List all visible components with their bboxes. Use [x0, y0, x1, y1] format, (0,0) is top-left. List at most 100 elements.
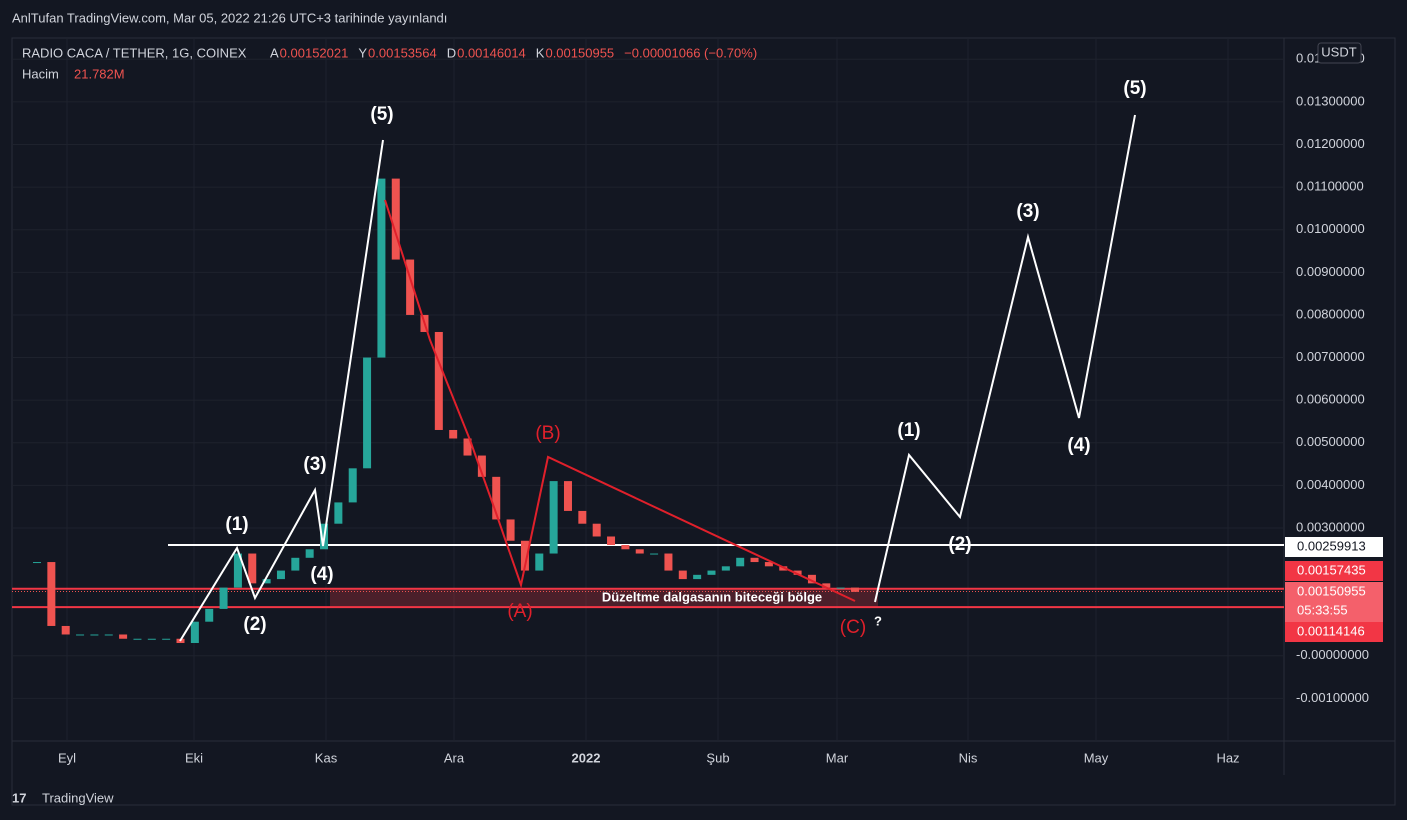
y-tick-label: 0.00400000 — [1296, 477, 1365, 492]
candle — [549, 481, 558, 554]
wave-label: (B) — [535, 423, 560, 444]
legend: RADIO CACA / TETHER, 1G, COINEX Hacim 21… — [22, 45, 757, 81]
logo: 17 — [12, 790, 26, 805]
change: −0.00001066 (−0.70%) — [624, 45, 757, 60]
candle — [520, 540, 529, 571]
correction-wave — [384, 199, 856, 602]
candle — [233, 553, 242, 588]
x-tick-label: May — [1084, 750, 1109, 765]
volume-label: Hacim — [22, 66, 59, 81]
wave-label: (C) — [840, 617, 866, 638]
y-tick-label: 0.00300000 — [1296, 519, 1365, 534]
wave-label: (2) — [948, 534, 971, 555]
price-tag — [1285, 622, 1383, 642]
candle — [621, 545, 630, 550]
impulse-wave-left — [179, 139, 384, 642]
price-tag — [1285, 582, 1383, 622]
question-mark: ? — [874, 613, 882, 628]
price-tag-label: 0.00259913 — [1297, 538, 1366, 553]
price-tag — [1285, 561, 1383, 581]
candle — [650, 553, 659, 555]
wave-label: (5) — [370, 104, 393, 125]
candle — [793, 570, 802, 575]
candle — [693, 574, 702, 580]
x-tick-label: Haz — [1216, 750, 1239, 765]
y-tick-label: 0.00800000 — [1296, 306, 1365, 321]
x-tick-label: Eyl — [58, 750, 76, 765]
candle — [463, 438, 472, 456]
y-tick-label: -0.00000000 — [1296, 647, 1369, 662]
candle — [678, 570, 687, 580]
candle — [377, 178, 386, 358]
wave-label: (3) — [1016, 201, 1039, 222]
candle — [219, 587, 228, 609]
candle — [276, 570, 285, 580]
candle — [635, 549, 644, 554]
wave-label: (5) — [1123, 78, 1146, 99]
y-tick-label: 0.00600000 — [1296, 392, 1365, 407]
candle — [363, 357, 372, 469]
candle — [607, 536, 616, 546]
candle — [736, 557, 745, 567]
candle — [162, 638, 171, 640]
candle — [305, 549, 314, 558]
candle — [406, 259, 415, 315]
wave-label: (2) — [243, 614, 266, 635]
ohlc-value: 0.00152021 — [280, 45, 349, 60]
candle — [492, 476, 501, 520]
candle — [822, 583, 831, 588]
publish-bar: AnlTufan TradingView.com, Mar 05, 2022 2… — [12, 10, 447, 25]
candle — [535, 553, 544, 571]
price-tag-label: 05:33:55 — [1297, 602, 1348, 617]
candle — [119, 634, 128, 639]
ohlc-key: D — [447, 45, 456, 60]
candle — [291, 557, 300, 571]
price-tag — [1285, 537, 1383, 557]
currency-button[interactable] — [1317, 42, 1362, 64]
candle — [506, 519, 515, 541]
candle — [664, 553, 673, 571]
x-tick-label: 2022 — [572, 750, 601, 765]
y-tick-label: 0.00900000 — [1296, 264, 1365, 279]
candle — [391, 178, 400, 260]
brand: TradingView — [42, 790, 114, 805]
candle — [147, 638, 156, 640]
currency-label[interactable]: USDT — [1321, 44, 1356, 59]
x-tick-label: Eki — [185, 750, 203, 765]
candle — [33, 562, 41, 564]
candle — [334, 502, 343, 524]
y-tick-label: 0.01100000 — [1296, 179, 1364, 194]
y-tick-label: 0.00500000 — [1296, 434, 1365, 449]
candle — [190, 621, 199, 644]
x-tick-label: Ara — [444, 750, 465, 765]
candle — [578, 510, 587, 524]
candle — [807, 574, 816, 584]
y-tick-label: 0.01200000 — [1296, 136, 1365, 151]
candle — [750, 557, 759, 563]
ohlc-value: 0.00150955 — [545, 45, 614, 60]
x-tick-label: Mar — [826, 750, 849, 765]
candle — [764, 562, 773, 567]
candle — [563, 481, 572, 511]
candle — [47, 562, 56, 626]
volume-value: 21.782M — [74, 66, 125, 81]
candle — [248, 553, 257, 584]
y-tick-label: 0.01300000 — [1296, 93, 1365, 108]
candle — [76, 634, 85, 636]
candle — [205, 608, 214, 622]
zone-text: Düzeltme dalgasanın biteceği bölge — [602, 589, 822, 604]
x-tick-label: Kas — [315, 750, 338, 765]
correction-zone — [330, 588, 878, 608]
wave-label: (1) — [225, 514, 248, 535]
symbol: RADIO CACA / TETHER, 1G, COINEX — [22, 45, 247, 60]
wave-label: (1) — [897, 420, 920, 441]
candle — [262, 579, 271, 584]
ohlc-key: Y — [358, 45, 367, 60]
chart-frame — [11, 37, 1396, 806]
wave-label: (4) — [1067, 435, 1090, 456]
ohlc-value: 0.00146014 — [457, 45, 526, 60]
candle — [449, 429, 458, 439]
candle — [851, 587, 859, 592]
